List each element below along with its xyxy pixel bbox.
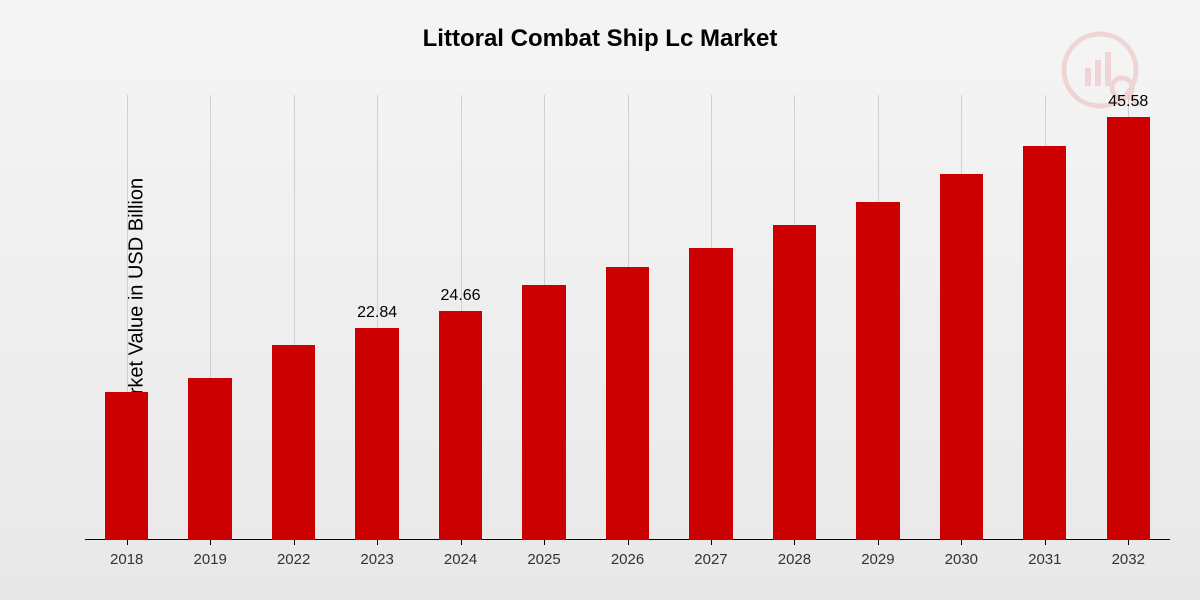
x-tick [127, 540, 128, 545]
bar [689, 248, 732, 540]
x-tick-label: 2027 [694, 551, 727, 568]
x-tick [878, 540, 879, 545]
x-tick-label: 2018 [110, 551, 143, 568]
chart-title: Littoral Combat Ship Lc Market [0, 25, 1200, 53]
x-tick [628, 540, 629, 545]
x-tick-label: 2028 [778, 551, 811, 568]
x-tick [961, 540, 962, 545]
x-tick [711, 540, 712, 545]
bar [773, 225, 816, 540]
x-tick-label: 2023 [360, 551, 393, 568]
bar-value-label: 45.58 [1088, 93, 1168, 111]
bar-value-label: 24.66 [421, 287, 501, 305]
bar [856, 202, 899, 540]
plot-area: 20182019202222.84202324.6620242025202620… [85, 95, 1170, 540]
x-tick-label: 2026 [611, 551, 644, 568]
x-tick-label: 2024 [444, 551, 477, 568]
x-tick [210, 540, 211, 545]
x-tick [377, 540, 378, 545]
bar [1107, 117, 1150, 540]
x-tick [294, 540, 295, 545]
x-tick-label: 2031 [1028, 551, 1061, 568]
bar [188, 378, 231, 540]
x-tick [461, 540, 462, 545]
bar [272, 345, 315, 540]
bar [1023, 146, 1066, 540]
bar [940, 174, 983, 540]
x-tick-label: 2025 [527, 551, 560, 568]
x-tick [544, 540, 545, 545]
x-tick-label: 2019 [194, 551, 227, 568]
bar [439, 311, 482, 540]
x-tick-label: 2022 [277, 551, 310, 568]
x-tick [1128, 540, 1129, 545]
bar [606, 267, 649, 540]
bar [522, 285, 565, 540]
x-tick-label: 2030 [945, 551, 978, 568]
x-tick-label: 2029 [861, 551, 894, 568]
chart-container: Littoral Combat Ship Lc Market Market Va… [0, 0, 1200, 600]
bar-value-label: 22.84 [337, 304, 417, 322]
x-tick [1045, 540, 1046, 545]
x-tick-label: 2032 [1112, 551, 1145, 568]
x-tick [794, 540, 795, 545]
bar [105, 392, 148, 540]
bar [355, 328, 398, 540]
